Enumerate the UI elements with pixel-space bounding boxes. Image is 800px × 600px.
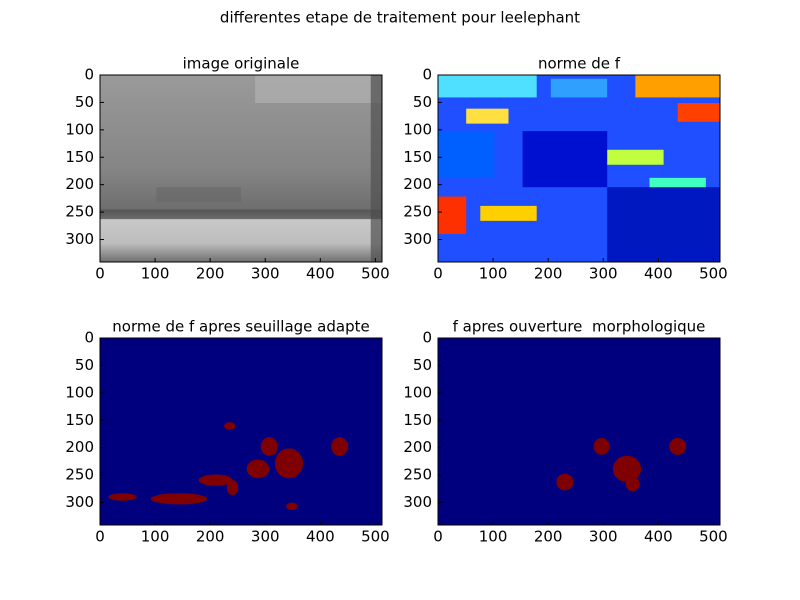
- blob: [260, 437, 278, 456]
- y-tick-label: 300: [65, 230, 94, 248]
- axes-frame: [99, 74, 383, 263]
- y-tick-label: 300: [403, 230, 432, 248]
- y-tick-label: 100: [403, 383, 432, 401]
- y-tick-label: 150: [65, 411, 94, 429]
- axes-title: f apres ouverture morphologique: [453, 318, 706, 336]
- image-patch: [370, 75, 382, 262]
- blob: [593, 438, 610, 455]
- x-tick-label: 0: [95, 265, 105, 283]
- x-tick-label: 100: [141, 265, 170, 283]
- x-tick-label: 500: [699, 265, 728, 283]
- image: [100, 338, 382, 525]
- axes-frame: [437, 337, 721, 526]
- y-tick-label: 200: [403, 438, 432, 456]
- x-tick-label: 300: [251, 528, 280, 546]
- x-tick-label: 400: [306, 528, 335, 546]
- y-tick-label: 50: [75, 356, 94, 374]
- x-tick-label: 200: [534, 265, 563, 283]
- blob: [669, 438, 687, 455]
- y-tick-label: 50: [413, 93, 432, 111]
- image-patch: [255, 75, 382, 104]
- axes-frame: [437, 74, 721, 263]
- y-tick-label: 250: [65, 203, 94, 221]
- y-tick-label: 100: [65, 383, 94, 401]
- y-tick-label: 300: [403, 493, 432, 511]
- image-patch: [550, 78, 608, 98]
- x-tick-label: 200: [534, 528, 563, 546]
- blob: [331, 437, 349, 456]
- blob: [198, 474, 233, 486]
- x-tick-label: 400: [306, 265, 335, 283]
- x-tick-label: 500: [699, 528, 728, 546]
- y-tick-label: 0: [422, 329, 432, 347]
- y-tick-label: 250: [65, 466, 94, 484]
- x-tick-label: 200: [196, 528, 225, 546]
- x-tick-label: 100: [141, 528, 170, 546]
- y-tick-label: 0: [422, 66, 432, 84]
- x-tick-label: 500: [361, 265, 390, 283]
- blob: [150, 493, 208, 505]
- y-tick-label: 200: [65, 438, 94, 456]
- x-tick-label: 0: [433, 265, 443, 283]
- x-tick-label: 400: [644, 528, 673, 546]
- y-tick-label: 0: [84, 66, 94, 84]
- blob: [274, 448, 304, 479]
- axes-title: image originale: [183, 55, 300, 73]
- image-patch: [522, 131, 608, 188]
- blob: [246, 459, 270, 479]
- y-tick-label: 250: [403, 466, 432, 484]
- y-tick-label: 150: [403, 148, 432, 166]
- blob: [625, 476, 640, 492]
- image-patch: [156, 187, 241, 203]
- y-tick-label: 50: [75, 93, 94, 111]
- x-tick-label: 300: [589, 265, 618, 283]
- blob: [108, 493, 137, 501]
- x-tick-label: 200: [196, 265, 225, 283]
- axes-frame: [99, 337, 383, 526]
- x-tick-label: 0: [95, 528, 105, 546]
- image-patch: [593, 149, 664, 165]
- y-tick-label: 100: [65, 120, 94, 138]
- image-patch: [635, 75, 720, 98]
- image: [100, 75, 382, 262]
- x-tick-label: 0: [433, 528, 443, 546]
- image-patch: [466, 108, 509, 124]
- image-patch: [480, 205, 537, 221]
- y-tick-label: 50: [413, 356, 432, 374]
- image-patch: [438, 196, 467, 234]
- x-tick-label: 500: [361, 528, 390, 546]
- image-patch: [677, 103, 720, 122]
- x-tick-label: 400: [644, 265, 673, 283]
- blob: [286, 502, 298, 511]
- y-tick-label: 300: [65, 493, 94, 511]
- y-tick-label: 0: [84, 329, 94, 347]
- axes-title: norme de f: [538, 55, 621, 73]
- blob: [226, 480, 239, 496]
- image-patch: [100, 209, 382, 219]
- image: [438, 338, 720, 525]
- y-tick-label: 150: [65, 148, 94, 166]
- x-tick-label: 100: [479, 528, 508, 546]
- image-patch: [438, 131, 495, 178]
- y-tick-label: 100: [403, 120, 432, 138]
- axes-title: norme de f apres seuillage adapte: [112, 318, 369, 336]
- image-patch: [438, 75, 537, 98]
- x-tick-label: 100: [479, 265, 508, 283]
- image-patch: [607, 187, 720, 262]
- y-tick-label: 150: [403, 411, 432, 429]
- blob: [224, 422, 236, 430]
- y-tick-label: 200: [65, 175, 94, 193]
- blob: [556, 473, 574, 491]
- y-tick-label: 200: [403, 175, 432, 193]
- blob: [612, 455, 642, 482]
- y-tick-label: 250: [403, 203, 432, 221]
- x-tick-label: 300: [589, 528, 618, 546]
- figure-title: differentes etape de traitement pour lee…: [220, 9, 580, 27]
- x-tick-label: 300: [251, 265, 280, 283]
